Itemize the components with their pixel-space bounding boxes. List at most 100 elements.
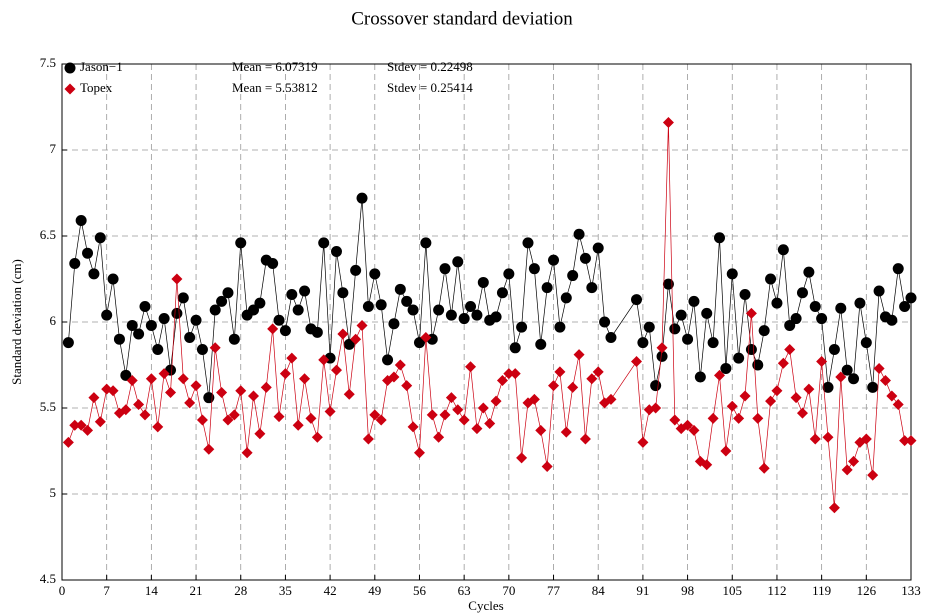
data-point bbox=[292, 419, 304, 431]
data-point bbox=[745, 344, 757, 356]
data-point bbox=[465, 301, 477, 313]
data-point bbox=[477, 402, 489, 414]
data-point bbox=[267, 258, 279, 270]
x-tick-label: 35 bbox=[279, 583, 292, 598]
data-point bbox=[592, 366, 604, 378]
data-point bbox=[637, 436, 649, 448]
data-point bbox=[605, 393, 617, 405]
data-point bbox=[905, 292, 917, 304]
data-point bbox=[701, 459, 713, 471]
data-point bbox=[177, 373, 189, 385]
data-point bbox=[452, 256, 464, 268]
data-point bbox=[682, 333, 694, 345]
data-point bbox=[152, 344, 164, 356]
data-point bbox=[509, 368, 521, 380]
data-point bbox=[318, 354, 330, 366]
series-line bbox=[68, 122, 911, 508]
data-point bbox=[899, 301, 911, 313]
data-point bbox=[803, 266, 815, 278]
data-point bbox=[752, 412, 764, 424]
data-point bbox=[216, 295, 228, 307]
x-tick-label: 84 bbox=[592, 583, 606, 598]
data-point bbox=[828, 344, 840, 356]
data-point bbox=[682, 419, 694, 431]
data-point bbox=[535, 338, 547, 350]
data-point bbox=[196, 344, 208, 356]
data-point bbox=[707, 337, 719, 349]
data-point bbox=[809, 433, 821, 445]
data-point bbox=[375, 414, 387, 426]
data-point bbox=[88, 392, 100, 404]
data-point bbox=[62, 436, 74, 448]
data-point bbox=[835, 371, 847, 383]
data-point bbox=[726, 400, 738, 412]
x-axis-title: Cycles bbox=[468, 598, 503, 613]
data-point bbox=[62, 337, 74, 349]
data-point bbox=[433, 431, 445, 443]
data-point bbox=[433, 304, 445, 316]
data-point bbox=[94, 232, 106, 244]
data-point bbox=[790, 392, 802, 404]
data-point bbox=[133, 328, 145, 340]
data-point bbox=[752, 359, 764, 371]
data-point bbox=[439, 263, 451, 275]
data-point bbox=[579, 252, 591, 264]
data-point bbox=[299, 285, 311, 297]
data-point bbox=[388, 371, 400, 383]
data-point bbox=[279, 368, 291, 380]
data-point bbox=[796, 407, 808, 419]
data-point bbox=[88, 268, 100, 280]
data-point bbox=[305, 412, 317, 424]
data-point bbox=[337, 287, 349, 299]
data-point bbox=[458, 414, 470, 426]
data-point bbox=[222, 414, 234, 426]
y-tick-label: 7.5 bbox=[40, 55, 56, 70]
legend-label: Topex bbox=[80, 80, 113, 95]
data-point bbox=[222, 287, 234, 299]
data-point bbox=[560, 426, 572, 438]
data-point bbox=[573, 349, 585, 361]
data-point bbox=[879, 374, 891, 386]
y-tick-label: 7 bbox=[50, 141, 57, 156]
data-point bbox=[228, 409, 240, 421]
data-point bbox=[503, 368, 515, 380]
data-point bbox=[139, 409, 151, 421]
data-point bbox=[248, 304, 260, 316]
data-point bbox=[394, 359, 406, 371]
data-point bbox=[701, 307, 713, 319]
data-point bbox=[713, 232, 725, 244]
data-point bbox=[407, 304, 419, 316]
data-point bbox=[203, 443, 215, 455]
data-point bbox=[273, 314, 285, 326]
data-point bbox=[528, 393, 540, 405]
data-point bbox=[631, 294, 643, 306]
data-point bbox=[356, 319, 368, 331]
data-point bbox=[522, 237, 534, 249]
data-point bbox=[490, 395, 502, 407]
data-point bbox=[120, 369, 132, 381]
x-tick-label: 77 bbox=[547, 583, 561, 598]
data-point bbox=[822, 381, 834, 393]
data-point bbox=[388, 318, 400, 330]
data-point bbox=[273, 411, 285, 423]
data-point bbox=[401, 295, 413, 307]
data-point bbox=[886, 390, 898, 402]
data-point bbox=[350, 264, 362, 276]
data-point bbox=[184, 397, 196, 409]
x-tick-label: 56 bbox=[413, 583, 427, 598]
x-tick-label: 98 bbox=[681, 583, 694, 598]
data-point bbox=[790, 313, 802, 325]
data-point bbox=[286, 352, 298, 364]
data-point bbox=[445, 392, 457, 404]
y-tick-label: 6.5 bbox=[40, 227, 56, 242]
y-tick-label: 4.5 bbox=[40, 571, 56, 586]
data-point bbox=[382, 354, 394, 366]
data-point bbox=[477, 276, 489, 288]
data-point bbox=[720, 362, 732, 374]
data-point bbox=[573, 228, 585, 240]
data-point bbox=[892, 399, 904, 411]
data-point bbox=[765, 273, 777, 285]
x-tick-label: 28 bbox=[234, 583, 247, 598]
data-point bbox=[184, 331, 196, 343]
data-point bbox=[139, 301, 151, 313]
